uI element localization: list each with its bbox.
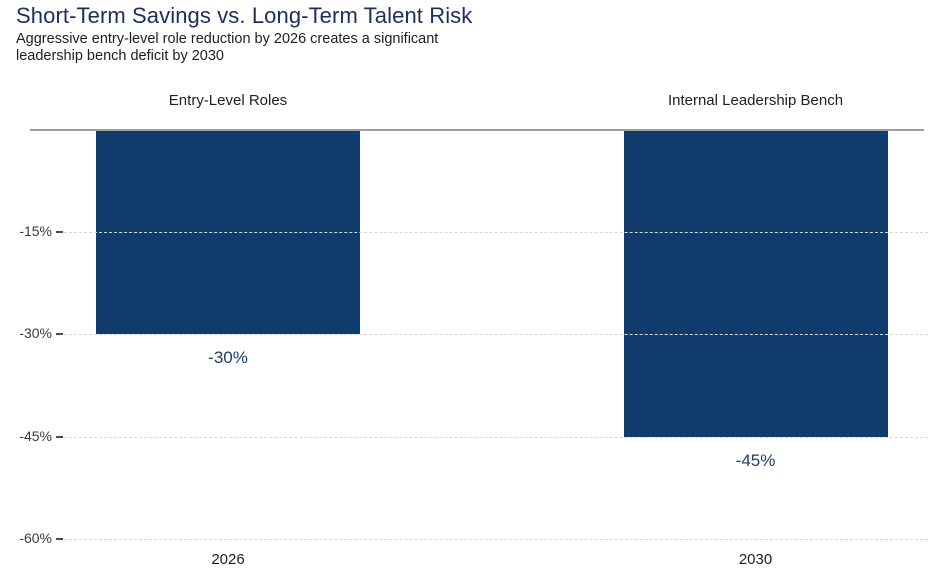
y-axis-tick: [56, 435, 63, 438]
x-axis-label-2026: 2026: [211, 551, 245, 568]
y-axis-tick: [56, 333, 63, 335]
y-axis-tick: [56, 230, 63, 233]
y-axis-tick-label: -60%: [19, 530, 52, 546]
y-axis-tick-label: -45%: [19, 427, 52, 444]
bar-value-label: -30%: [208, 348, 248, 367]
x-axis-label-2030: 2030: [738, 551, 773, 568]
gridline: [64, 334, 928, 335]
column-header-internal-leadership-bench: Internal Leadership Bench: [667, 92, 844, 109]
gridline: [64, 231, 928, 233]
y-axis-tick-label: -15%: [19, 222, 52, 239]
chart-title: Short-Term Savings vs. Long-Term Talent …: [16, 3, 473, 28]
gridline: [64, 436, 928, 438]
gridline: [64, 539, 928, 540]
bar-value-label: -45%: [735, 450, 776, 470]
y-axis-tick: [56, 538, 63, 540]
x-axis-zero-line: [30, 129, 924, 131]
column-header-entry-level-roles: Entry-Level Roles: [168, 92, 288, 109]
y-axis-tick-label: -30%: [19, 325, 52, 341]
bar-entry-level-roles: [96, 131, 360, 334]
chart-subtitle: Aggressive entry-level role reduction by…: [16, 31, 439, 64]
bar-internal-leadership-bench: [623, 131, 888, 437]
